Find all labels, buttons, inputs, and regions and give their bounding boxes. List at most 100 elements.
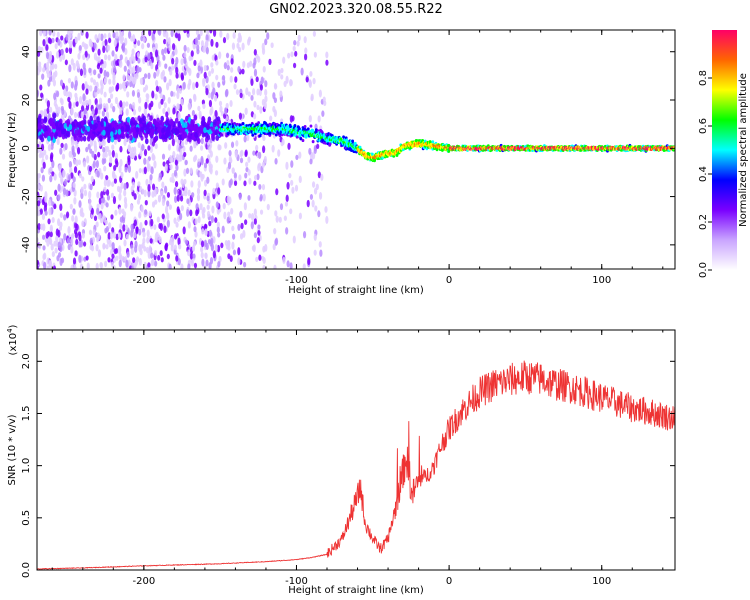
noise-blob: [67, 96, 71, 103]
noise-blob: [93, 52, 98, 61]
noise-blob: [170, 244, 174, 252]
noise-blob: [122, 211, 127, 217]
noise-blob: [133, 232, 137, 239]
noise-blob: [119, 222, 123, 230]
noise-blob: [101, 196, 106, 204]
noise-blob: [125, 101, 129, 107]
noise-blob: [196, 187, 201, 196]
noise-blob: [213, 94, 218, 102]
noise-blob: [68, 160, 73, 169]
noise-blob: [252, 150, 256, 156]
noise-blob: [219, 30, 223, 38]
noise-blob: [164, 63, 168, 69]
noise-blob: [147, 52, 151, 60]
noise-blob: [89, 237, 93, 245]
noise-blob: [325, 215, 329, 224]
noise-blob: [37, 259, 40, 266]
noise-blob: [141, 188, 145, 195]
noise-blob: [190, 50, 194, 57]
noise-blob: [234, 76, 238, 83]
noise-blob: [134, 240, 138, 249]
noise-blob: [153, 224, 157, 230]
noise-blob: [138, 228, 142, 236]
noise-blob: [88, 190, 92, 199]
noise-blob: [177, 258, 181, 266]
noise-blob: [67, 77, 72, 84]
noise-blob: [296, 40, 300, 47]
noise-blob: [156, 68, 160, 75]
noise-blob: [88, 98, 92, 107]
noise-blob: [228, 180, 232, 189]
noise-blob: [138, 167, 142, 174]
noise-blob: [137, 142, 141, 149]
noise-blob: [160, 257, 164, 263]
noise-blob: [163, 76, 167, 83]
noise-blob: [275, 215, 279, 223]
noise-blob: [82, 54, 86, 61]
noise-blob: [64, 178, 68, 186]
noise-blob: [135, 170, 139, 179]
noise-blob: [81, 83, 85, 91]
noise-blob: [174, 195, 178, 203]
noise-blob: [133, 193, 137, 200]
noise-blob: [104, 54, 108, 61]
band-blob: [59, 122, 63, 129]
noise-blob: [72, 182, 76, 188]
noise-blob: [238, 193, 242, 200]
noise-blob: [93, 153, 97, 161]
noise-blob: [251, 88, 256, 96]
band-blob: [110, 136, 115, 143]
noise-blob: [45, 154, 49, 161]
noise-blob: [144, 101, 148, 110]
noise-blob: [321, 110, 325, 117]
noise-blob: [218, 100, 223, 107]
noise-blob: [59, 221, 63, 228]
noise-blob: [189, 167, 193, 175]
noise-blob: [114, 158, 118, 165]
noise-blob: [46, 107, 50, 114]
band-blob: [184, 115, 189, 122]
noise-blob: [58, 164, 62, 172]
band-blob: [212, 119, 217, 126]
ridge-point: [306, 127, 310, 131]
noise-blob: [48, 198, 52, 207]
noise-blob: [104, 38, 108, 47]
noise-blob: [225, 88, 229, 97]
noise-blob: [144, 209, 148, 215]
noise-blob: [244, 149, 248, 156]
noise-blob: [237, 257, 241, 266]
noise-blob: [80, 186, 84, 194]
noise-blob: [74, 215, 78, 224]
noise-blob: [37, 51, 41, 57]
noise-blob: [237, 32, 242, 39]
noise-blob: [174, 47, 178, 56]
noise-blob: [297, 34, 301, 42]
noise-blob: [204, 252, 208, 260]
noise-blob: [225, 52, 230, 59]
noise-blob: [292, 235, 296, 244]
noise-blob: [196, 193, 201, 202]
noise-blob: [70, 138, 75, 147]
band-blob: [120, 126, 125, 133]
noise-blob: [42, 67, 46, 73]
noise-blob: [148, 30, 152, 37]
noise-blob: [57, 38, 61, 46]
noise-blob: [53, 203, 57, 210]
noise-blob: [194, 154, 198, 161]
noise-blob: [85, 88, 89, 95]
noise-blob: [115, 31, 119, 39]
band-blob: [80, 120, 85, 127]
noise-blob: [166, 219, 170, 228]
noise-blob: [123, 182, 127, 191]
noise-blob: [72, 152, 77, 158]
noise-blob: [248, 213, 252, 219]
noise-blob: [107, 97, 111, 104]
noise-blob: [146, 42, 151, 48]
noise-blob: [197, 65, 201, 72]
band-blob: [170, 120, 174, 127]
noise-blob: [225, 102, 229, 109]
noise-blob: [175, 255, 179, 262]
noise-blob: [175, 221, 179, 228]
noise-blob: [60, 142, 64, 148]
noise-blob: [96, 191, 100, 199]
